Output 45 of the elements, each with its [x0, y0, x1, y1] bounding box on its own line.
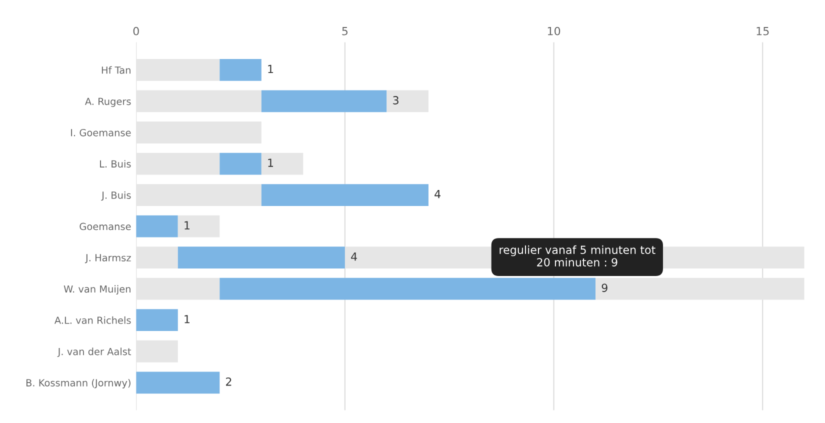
x-tick-label: 15: [756, 27, 769, 36]
bar: [136, 372, 220, 394]
data-label: 1: [184, 315, 190, 324]
data-label: 1: [268, 158, 274, 167]
bar: [136, 184, 262, 206]
x-tick-label: 0: [133, 26, 139, 36]
bar: [136, 59, 220, 81]
data-label: 9: [602, 284, 608, 292]
bar: [136, 278, 220, 300]
bar: [261, 152, 304, 175]
y-tick-label: A.L. van Richels: [54, 316, 131, 324]
bar: [220, 152, 262, 175]
bar: [386, 90, 428, 112]
bar: [261, 90, 387, 112]
bar: [136, 309, 178, 332]
bar: [136, 246, 178, 269]
x-tick-label: 5: [342, 27, 348, 36]
bar: [136, 340, 178, 362]
y-tick-label: Hf Tan: [102, 66, 130, 74]
y-tick-label: W. van Muijen: [64, 285, 130, 295]
y-tick-label: A. Rugers: [84, 98, 131, 107]
y-tick-label: I. Goemanse: [71, 128, 131, 136]
y-tick-label: L. Buis: [100, 160, 131, 168]
bar: [136, 215, 178, 238]
y-tick-label: B. Kossmann (Jornwy): [26, 378, 130, 388]
bar: [220, 278, 596, 300]
y-tick-label: J. Buis: [101, 191, 131, 201]
bar: [178, 246, 345, 269]
data-label: 3: [393, 96, 398, 104]
data-label: 4: [351, 252, 357, 261]
data-label: 2: [226, 377, 232, 386]
bar: [178, 215, 220, 238]
data-label: 4: [434, 190, 440, 198]
bar: [220, 59, 262, 81]
bar: [136, 152, 220, 175]
bar: [136, 90, 262, 112]
bar: [136, 122, 262, 144]
data-label: 1: [268, 64, 274, 74]
x-tick-label: 10: [548, 26, 560, 36]
y-tick-label: J. Harmsz: [84, 254, 131, 264]
y-tick-label: J. van der Aalst: [57, 348, 132, 358]
y-tick-label: Goemanse: [80, 222, 131, 230]
annotation: regulier vanaf 5 minuten tot 20 minuten : 9: [500, 245, 656, 266]
bar: [261, 184, 428, 206]
data-label: 1: [184, 221, 190, 230]
